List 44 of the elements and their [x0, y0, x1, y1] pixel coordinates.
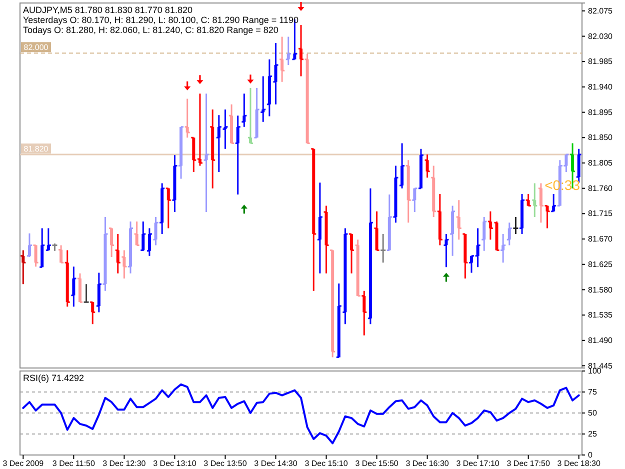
x-tick-label: 3 Dec 17:10 [456, 459, 500, 468]
y-tick-label: 81.535 [588, 310, 614, 320]
y-tick-label: 81.580 [588, 285, 614, 294]
y-tick-label: 75 [588, 388, 598, 397]
line-series [22, 383, 580, 444]
x-tick-label: 3 Dec 14:30 [254, 459, 298, 468]
chart-title: RSI(6) 71.4292 [23, 373, 84, 383]
x-tick-label: 3 Dec 17:50 [506, 459, 550, 468]
y-tick-label: 0 [588, 450, 593, 460]
y-tick-label: 50 [588, 408, 598, 418]
x-tick-label: 3 Dec 12:30 [102, 459, 146, 468]
y-tick-label: 81.760 [588, 184, 614, 193]
y-tick-label: 81.940 [588, 82, 614, 92]
annotation: Yesterdays O: 80.170, H: 81.290, L: 80.100, C: 81.290 Range = 1190 [23, 15, 298, 25]
x-tick-label: 3 Dec 2009 [2, 459, 44, 468]
point [442, 272, 450, 282]
point [240, 204, 248, 214]
y-tick-label: 82.030 [588, 32, 614, 41]
point [298, 2, 304, 11]
x-tick-label: 3 Dec 11:50 [52, 459, 96, 468]
x-tick-label: 3 Dec 13:10 [153, 459, 197, 468]
x-tick-label: 3 Dec 13:50 [204, 459, 248, 468]
y-tick-label: 81.715 [588, 209, 614, 218]
y-tick-label: 81.670 [588, 234, 614, 244]
point [196, 75, 204, 84]
point [184, 81, 191, 90]
annotation: Todays O: 81.280, H: 82.060, L: 81.240, C: 81.820 Range = 820 [23, 25, 278, 35]
y-tick-label: 81.850 [588, 133, 614, 142]
x-tick-label: 3 Dec 15:50 [355, 459, 399, 468]
y-tick-label: 81.985 [588, 57, 614, 66]
y-tick-label: 81.895 [588, 108, 614, 117]
y-tick-label: 25 [588, 430, 598, 439]
ref-line-label: 81.820 [24, 144, 49, 154]
x-tick-label: 3 Dec 15:10 [304, 459, 348, 468]
y-tick-label: 82.075 [588, 6, 614, 16]
x-tick-label: 3 Dec 16:30 [406, 459, 450, 468]
y-tick-label: 81.445 [588, 361, 614, 370]
chart-title: AUDJPY,M5 81.780 81.830 81.770 81.820 [23, 5, 192, 15]
ref-line-label: 82.000 [24, 43, 49, 52]
x-tick-label: 3 Dec 18:30 [557, 459, 601, 468]
y-tick-label: 81.805 [588, 158, 614, 168]
y-tick-label: 81.490 [588, 336, 614, 345]
y-tick-label: 81.625 [588, 260, 614, 269]
point [247, 74, 254, 84]
